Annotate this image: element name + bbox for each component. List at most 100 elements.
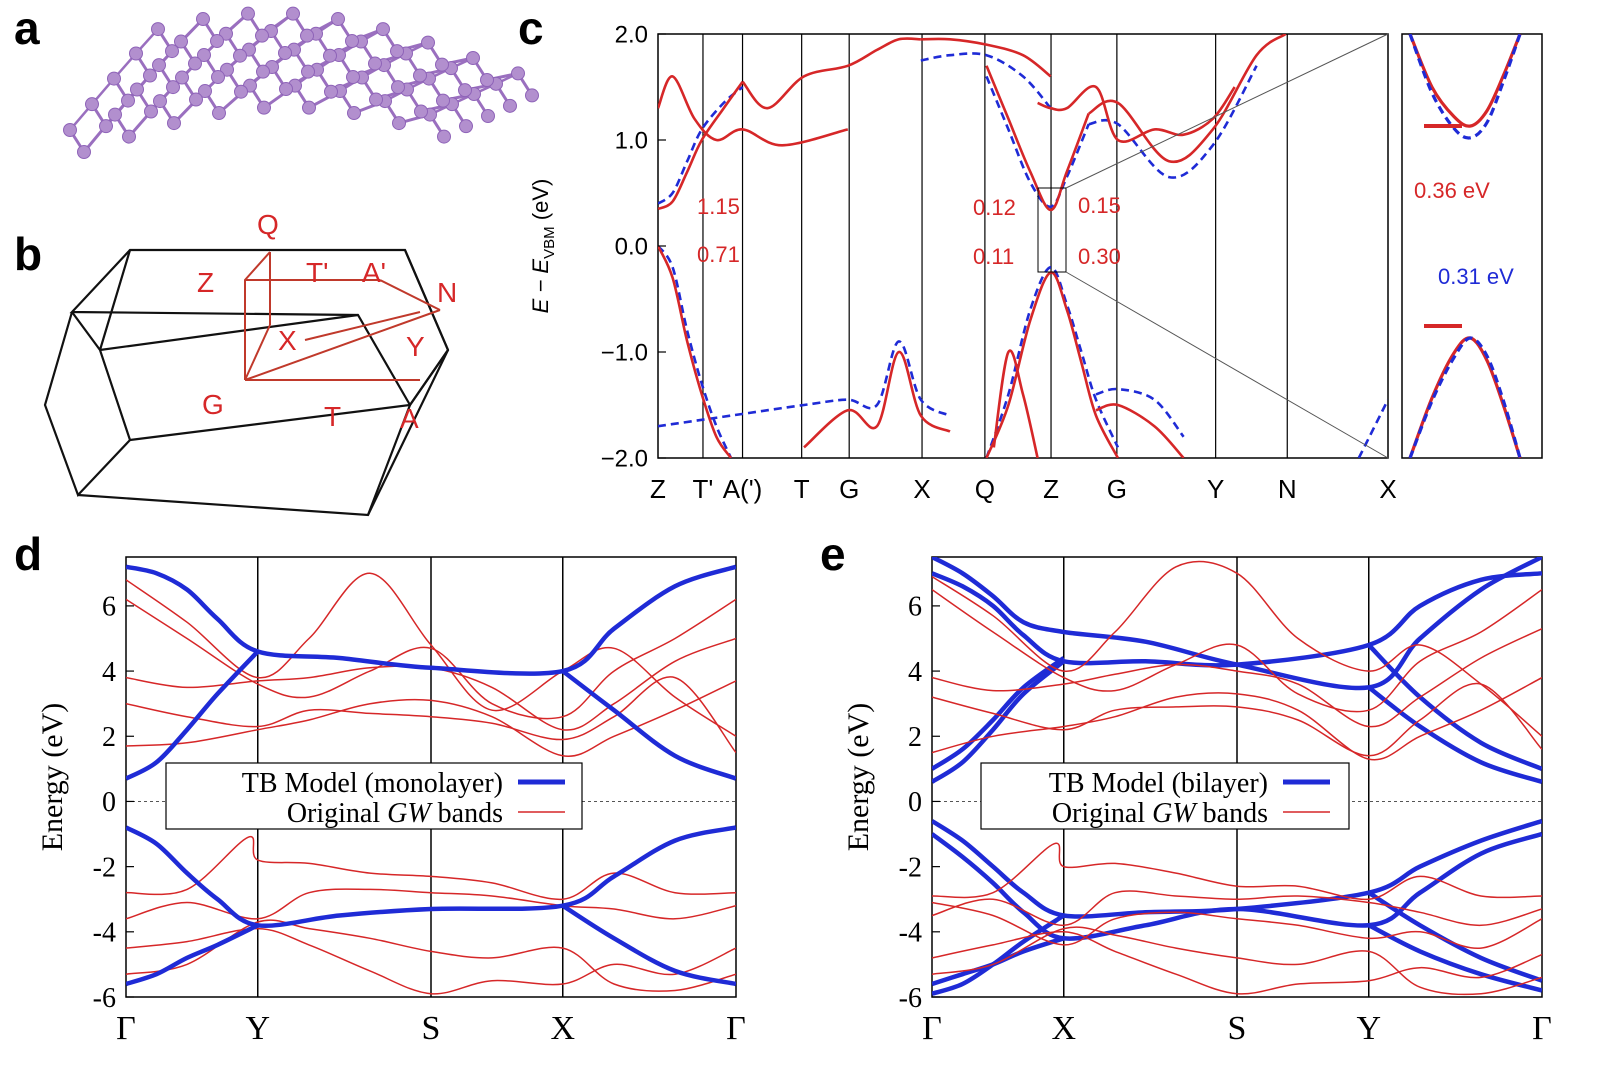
panel-label-b: b [14, 228, 42, 280]
inset-band-red-solid [1408, 336, 1522, 458]
chart-c-inset: 0.36 eV 0.31 eV [1401, 33, 1543, 459]
chart-c-xtick-label: G [1107, 474, 1127, 504]
atom [255, 28, 269, 43]
inset-band-red-solid [1408, 34, 1522, 128]
chart-e-band-red [932, 560, 1542, 737]
chart-e-legend-gw-it: GW [1152, 798, 1198, 829]
atom [421, 35, 435, 50]
atom [165, 44, 179, 59]
atom [241, 6, 255, 21]
chart-c-band-blue-dash [1088, 65, 1258, 179]
chart-e-xtick-label: Γ [1532, 1010, 1552, 1047]
chart-d-legend-gw: Original GW bands [287, 798, 503, 829]
atom [210, 34, 224, 49]
atom [390, 44, 404, 59]
chart-c-band-red-solid [658, 245, 733, 458]
chart-c-band-red-solid [658, 75, 849, 147]
chart-d-ytick-label: 2 [102, 722, 116, 753]
atom [234, 84, 248, 99]
atom [503, 98, 517, 113]
chart-e-band-red [932, 931, 1542, 995]
chart-c-y-label-main: E − E [528, 259, 553, 314]
bz-label-n: N [437, 277, 457, 308]
chart-c-y-label-sub: VBM [541, 226, 558, 259]
chart-d-band-red [126, 676, 736, 754]
atom [143, 68, 157, 83]
chart-e-band-red [932, 901, 1542, 949]
atom [212, 106, 226, 121]
chart-d-band-blue [126, 923, 259, 987]
chart-d-band-red [126, 598, 736, 720]
chart-d-legend-box [165, 762, 583, 830]
chart-e-band-red [932, 842, 1542, 901]
bz-label-a: A [400, 403, 419, 434]
gap-label-6: 0.30 [1078, 244, 1121, 269]
chart-c-band-red-solid [658, 80, 744, 211]
chart-d-ytick-label: 0 [102, 787, 116, 818]
atom [300, 28, 314, 43]
atom [77, 145, 91, 159]
chart-e-band-blue [1367, 890, 1542, 983]
atom [301, 64, 315, 79]
atom [346, 70, 360, 85]
atom [220, 62, 234, 77]
atom [174, 34, 188, 49]
atom [435, 57, 449, 72]
chart-c-xtick-label: X [913, 474, 930, 504]
atom [233, 48, 247, 63]
atom [368, 56, 382, 71]
atom [189, 92, 203, 107]
chart-d-xtick-label: Y [245, 1010, 270, 1047]
chart-c-band-blue-dash [920, 52, 1052, 110]
atom [391, 80, 405, 95]
chart-d-ytick-label: 6 [102, 592, 116, 623]
bz-outline [43, 248, 450, 517]
chart-d-legend-tb: TB Model (monolayer) [242, 768, 503, 799]
atom [414, 104, 428, 119]
chart-e-ytick-label: 0 [908, 787, 922, 818]
bz-label-x: X [278, 325, 297, 356]
bz-label-y: Y [406, 331, 425, 362]
chart-e-bands [932, 557, 1542, 996]
chart-e-band-blue [932, 831, 1542, 941]
atom [525, 88, 539, 103]
chart-c-band-red-solid [1088, 34, 1287, 164]
bz-label-t: T [324, 401, 341, 432]
atom [279, 82, 293, 96]
chart-c-ytick-label: −2.0 [601, 445, 648, 472]
atom [437, 129, 451, 144]
chart-c-band-red-solid [985, 65, 1090, 212]
chart-c-band-red-solid [992, 349, 1039, 458]
gap-label-3: 0.12 [973, 195, 1016, 220]
chart-c-xtick-label: T [794, 474, 810, 504]
chart-d-band-blue [126, 649, 260, 781]
atom [130, 82, 144, 97]
chart-e-band-red [932, 676, 1542, 761]
chart-c-xtick-label: X [1379, 474, 1396, 504]
molecule-structure [63, 6, 539, 159]
chart-d-band-blue [561, 903, 736, 987]
atom [369, 92, 383, 107]
chart-d-bands [126, 564, 736, 995]
bz-label-a-prime: A' [362, 257, 386, 288]
atom [458, 83, 472, 98]
atom [481, 109, 495, 123]
chart-e-band-blue [932, 571, 1542, 668]
chart-c-x-ticks: Z T' A(') T G X Q Z G Y N X [650, 474, 1397, 504]
chart-e-ytick-label: -6 [899, 983, 922, 1014]
bz-high-symmetry-path [244, 251, 441, 381]
chart-d-xtick-label: S [422, 1010, 441, 1047]
chart-d-band-blue [126, 564, 736, 676]
atom [144, 104, 158, 119]
chart-d: 6 4 2 0 -2 -4 -6 Γ Y S X Γ Energy (eV) TB Model (m… [36, 556, 746, 1047]
gap-label-4: 0.11 [973, 244, 1014, 269]
chart-d-band-red [126, 888, 736, 920]
chart-d-legend-gw-it: GW [387, 798, 433, 829]
atom [436, 93, 450, 108]
chart-e-band-blue [932, 656, 1066, 771]
chart-e-legend-gw-pre: Original [1052, 798, 1152, 829]
chart-c-y-ticks: 2.0 1.0 0.0 −1.0 −2.0 [601, 21, 666, 472]
atom [480, 73, 494, 87]
chart-e-xtick-label: S [1228, 1010, 1247, 1047]
